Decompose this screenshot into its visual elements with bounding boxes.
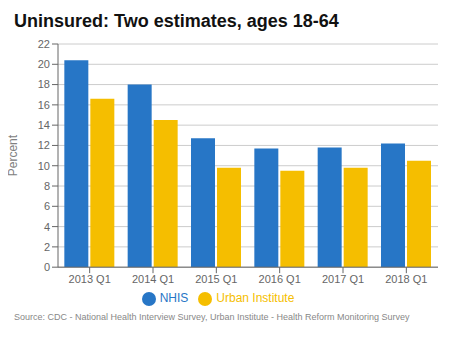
html-text:Uninsured: Two estimates, ages: Uninsured: Two estimates, ages 18-64 (14, 11, 339, 31)
svg-text:2017 Q1: 2017 Q1 (322, 273, 364, 285)
svg-text:12: 12 (38, 139, 50, 151)
svg-text:2018 Q1: 2018 Q1 (385, 273, 427, 285)
svg-text:2015 Q1: 2015 Q1 (195, 273, 237, 285)
svg-text:2: 2 (44, 241, 50, 253)
svg-text:2014 Q1: 2014 Q1 (132, 273, 174, 285)
svg-text:22: 22 (38, 38, 50, 50)
svg-text:14: 14 (38, 119, 50, 131)
svg-text:20: 20 (38, 58, 50, 70)
html-text:NHIS: NHIS (159, 291, 189, 306)
html-text:Urban Institute: Urban Institute (216, 291, 295, 306)
svg-text:Percent: Percent (8, 134, 20, 176)
svg-text:2016 Q1: 2016 Q1 (259, 273, 301, 285)
html-text:Source: CDC - National Health: Source: CDC - National Health Interview … (14, 312, 410, 322)
svg-text:16: 16 (38, 99, 50, 111)
svg-text:0: 0 (44, 261, 50, 273)
svg-text:4: 4 (44, 221, 50, 233)
svg-text:2013 Q1: 2013 Q1 (69, 273, 111, 285)
svg-text:6: 6 (44, 200, 50, 212)
svg-text:8: 8 (44, 180, 50, 192)
svg-text:10: 10 (38, 160, 50, 172)
svg-text:18: 18 (38, 78, 50, 90)
